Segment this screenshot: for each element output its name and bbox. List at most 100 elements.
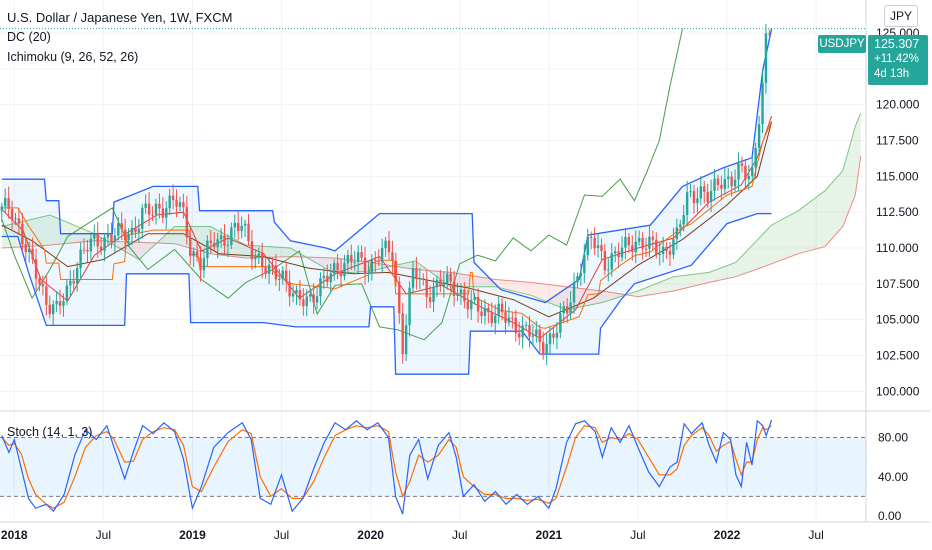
candle-body <box>319 278 322 297</box>
candle-body <box>452 281 456 296</box>
candle-body <box>261 253 264 267</box>
candle-body <box>500 303 504 313</box>
candle-body <box>329 273 332 283</box>
candle-body <box>82 249 86 251</box>
candle-body <box>634 241 637 253</box>
candle-body <box>206 240 209 259</box>
candle-body <box>322 275 326 279</box>
candle-body <box>278 279 281 281</box>
candle-body <box>404 325 408 355</box>
stoch-tick-label: 40.00 <box>878 470 908 484</box>
candle-body <box>302 299 305 307</box>
price-tick-label: 112.500 <box>876 205 919 219</box>
candle-body <box>706 191 709 202</box>
price-change-percent: +11.42% <box>874 53 919 65</box>
candle-body <box>456 293 459 296</box>
candle-body <box>627 236 631 246</box>
candle-body <box>422 278 425 280</box>
candle-body <box>223 235 226 246</box>
candle-body <box>476 297 480 312</box>
candle-body <box>497 303 500 316</box>
candle-body <box>483 307 487 316</box>
candle-body <box>559 313 562 333</box>
candle-body <box>137 228 141 233</box>
ichimoku-legend[interactable]: Ichimoku (9, 26, 52, 26) <box>7 50 139 64</box>
candle-body <box>86 249 89 252</box>
candle-body <box>637 238 641 242</box>
candle-body <box>665 246 668 252</box>
candle-body <box>747 175 751 180</box>
price-tick-label: 117.500 <box>876 133 919 147</box>
last-price-value: 125.307 <box>874 37 920 51</box>
candle-body <box>264 266 267 274</box>
donchian-upper-line <box>1 28 773 304</box>
candle-body <box>600 245 603 251</box>
price-tick-label: 105.000 <box>876 313 920 327</box>
price-tick-label: 120.000 <box>876 98 920 112</box>
candle-body <box>284 270 288 282</box>
candle-body <box>17 218 21 224</box>
stochastic-pane <box>0 419 866 515</box>
time-tick-label: 2020 <box>357 528 384 542</box>
candle-body <box>562 306 565 314</box>
candle-body <box>589 236 593 238</box>
candle-body <box>576 276 579 283</box>
candle-body <box>72 280 75 284</box>
donchian-lower-line <box>1 212 772 375</box>
candle-body <box>230 227 233 245</box>
candle-body <box>391 252 394 261</box>
candle-body <box>723 179 727 189</box>
candle-body <box>106 233 110 238</box>
candle-body <box>165 208 168 218</box>
ichimoku-cloud-segment <box>108 241 157 260</box>
time-tick-label: Jul <box>452 528 467 542</box>
candle-body <box>744 165 747 180</box>
indicator-lines <box>0 28 866 375</box>
donchian-legend[interactable]: DC (20) <box>7 30 51 44</box>
ichimoku-cloud-segment <box>393 260 428 271</box>
candle-body <box>709 190 713 202</box>
candle-body <box>367 272 370 274</box>
stoch-legend[interactable]: Stoch (14, 1, 3) <box>7 425 93 439</box>
candle-body <box>727 176 730 180</box>
candle-body <box>692 191 696 204</box>
pane-frame <box>0 0 930 523</box>
currency-button[interactable]: JPY <box>884 5 918 27</box>
time-tick-label: Jul <box>630 528 645 542</box>
candle-body <box>685 192 689 215</box>
price-axis[interactable]: 100.000 102.500 105.000 107.500 110.000 112.5… <box>876 26 920 523</box>
candle-body <box>432 286 435 303</box>
candle-body <box>641 238 644 249</box>
time-axis[interactable]: 2018 Jul 2019 Jul 2020 Jul 2021 Jul 2022 Jul <box>1 528 824 542</box>
candle-body <box>764 33 768 83</box>
candle-body <box>130 227 134 234</box>
candle-body <box>247 223 250 242</box>
candle-body <box>51 304 55 314</box>
candle-body <box>531 335 535 337</box>
candle-body <box>216 239 219 248</box>
candle-body <box>689 191 692 193</box>
candle-body <box>305 296 308 307</box>
candle-body <box>435 279 439 287</box>
candle-body <box>257 253 260 258</box>
candle-body <box>699 186 703 199</box>
candle-body <box>596 245 600 249</box>
time-tick-label: Jul <box>96 528 111 542</box>
candle-body <box>117 223 120 236</box>
candle-body <box>631 245 634 253</box>
candle-body <box>10 208 14 220</box>
candle-body <box>507 317 511 323</box>
price-tick-label: 115.000 <box>876 169 919 183</box>
candle-body <box>237 222 240 231</box>
ichimoku-span-a-line <box>1 113 862 311</box>
candle-body <box>21 223 24 245</box>
candle-body <box>569 302 572 314</box>
candle-body <box>655 239 658 255</box>
candle-body <box>411 268 415 288</box>
candle-body <box>127 233 130 241</box>
candle-body <box>346 254 350 264</box>
candle-body <box>233 222 236 228</box>
symbol-legend[interactable]: U.S. Dollar / Japanese Yen, 1W, FXCM <box>7 10 233 25</box>
candle-body <box>4 198 7 207</box>
